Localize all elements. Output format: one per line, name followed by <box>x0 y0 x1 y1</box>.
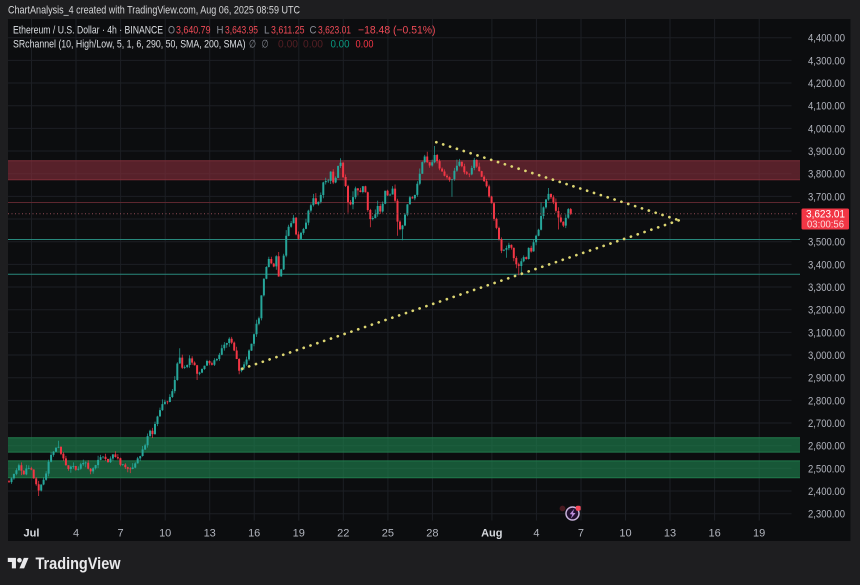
svg-text:2,500.00: 2,500.00 <box>808 463 845 475</box>
svg-text:3,611.25: 3,611.25 <box>271 25 305 37</box>
svg-text:10: 10 <box>619 528 631 540</box>
svg-text:16: 16 <box>708 528 720 540</box>
svg-text:∅: ∅ <box>262 39 269 51</box>
svg-text:4,100.00: 4,100.00 <box>808 101 845 113</box>
svg-text:03:00:56: 03:00:56 <box>807 220 844 231</box>
svg-text:3,500.00: 3,500.00 <box>808 237 845 249</box>
svg-text:2,300.00: 2,300.00 <box>808 509 845 521</box>
svg-text:2,800.00: 2,800.00 <box>808 395 845 407</box>
svg-text:3,400.00: 3,400.00 <box>808 259 845 271</box>
svg-text:C: C <box>310 25 317 37</box>
svg-text:4,000.00: 4,000.00 <box>808 123 845 135</box>
svg-text:0.00: 0.00 <box>331 39 350 51</box>
svg-text:3,100.00: 3,100.00 <box>808 327 845 339</box>
svg-text:SRchannel (10, High/Low, 5, 1,: SRchannel (10, High/Low, 5, 1, 6, 290, 5… <box>13 39 246 51</box>
svg-text:0.00: 0.00 <box>278 39 298 51</box>
svg-text:−18.48 (−0.51%): −18.48 (−0.51%) <box>358 25 436 37</box>
svg-text:3,000.00: 3,000.00 <box>808 350 845 362</box>
svg-text:7: 7 <box>118 528 124 540</box>
svg-text:L: L <box>264 25 270 37</box>
svg-text:3,800.00: 3,800.00 <box>808 169 845 181</box>
svg-text:28: 28 <box>426 528 438 540</box>
svg-text:13: 13 <box>204 528 216 540</box>
svg-text:O: O <box>168 25 175 37</box>
svg-text:3,700.00: 3,700.00 <box>808 191 845 203</box>
svg-text:Jul: Jul <box>24 528 40 540</box>
svg-text:2,600.00: 2,600.00 <box>808 441 845 453</box>
svg-text:2,900.00: 2,900.00 <box>808 373 845 385</box>
svg-text:ChartAnalysis_4 created with T: ChartAnalysis_4 created with TradingView… <box>8 5 300 17</box>
svg-text:19: 19 <box>293 528 305 540</box>
svg-text:3,643.95: 3,643.95 <box>225 25 258 37</box>
svg-text:3,300.00: 3,300.00 <box>808 282 845 294</box>
svg-text:0.00: 0.00 <box>303 39 323 51</box>
svg-text:3,623.01: 3,623.01 <box>806 209 845 221</box>
svg-text:4,300.00: 4,300.00 <box>808 55 845 67</box>
svg-text:13: 13 <box>664 528 676 540</box>
svg-text:4,200.00: 4,200.00 <box>808 78 845 90</box>
svg-text:22: 22 <box>337 528 349 540</box>
svg-text:4: 4 <box>533 528 539 540</box>
svg-text:TradingView: TradingView <box>36 555 121 573</box>
svg-text:2,400.00: 2,400.00 <box>808 486 845 498</box>
svg-text:7: 7 <box>578 528 584 540</box>
svg-text:16: 16 <box>248 528 260 540</box>
svg-text:10: 10 <box>159 528 171 540</box>
svg-text:3,200.00: 3,200.00 <box>808 305 845 317</box>
svg-text:∅: ∅ <box>249 39 256 51</box>
svg-text:0.00: 0.00 <box>356 39 374 51</box>
svg-text:2,700.00: 2,700.00 <box>808 418 845 430</box>
svg-text:Aug: Aug <box>481 528 502 540</box>
svg-text:4,400.00: 4,400.00 <box>808 33 845 45</box>
svg-text:4: 4 <box>73 528 79 540</box>
svg-text:3,623.01: 3,623.01 <box>318 25 351 37</box>
svg-text:25: 25 <box>382 528 394 540</box>
svg-text:3,900.00: 3,900.00 <box>808 146 845 158</box>
svg-text:19: 19 <box>753 528 765 540</box>
svg-text:H: H <box>217 25 224 37</box>
svg-text:3,640.79: 3,640.79 <box>176 25 211 37</box>
svg-text:Ethereum / U.S. Dollar · 4h ·: Ethereum / U.S. Dollar · 4h · BINANCE <box>13 25 163 37</box>
